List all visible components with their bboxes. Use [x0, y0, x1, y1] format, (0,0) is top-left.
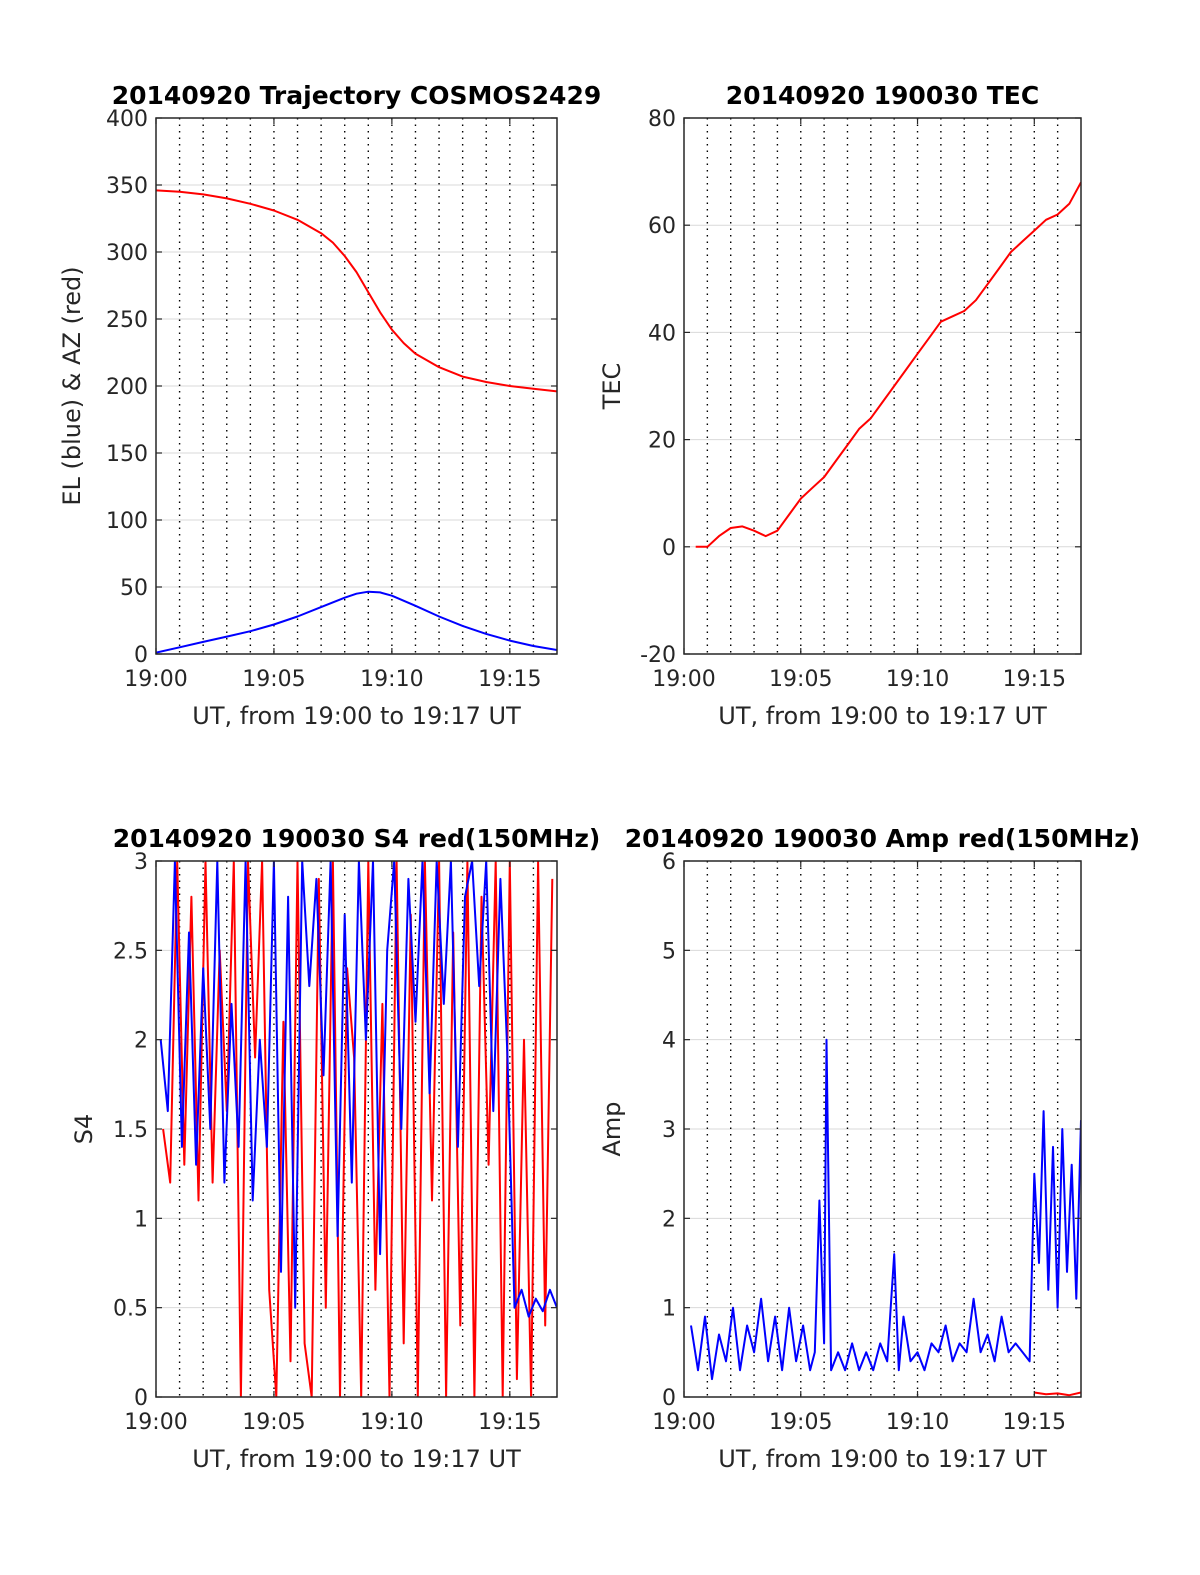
y-tick-label: -20	[640, 643, 676, 668]
chart-title: 20140920 190030 Amp red(150MHz)	[625, 824, 1141, 853]
x-tick-label: 19:00	[124, 667, 187, 692]
y-tick-label: 350	[106, 174, 148, 199]
x-tick-label: 19:10	[886, 1410, 949, 1435]
y-tick-label: 50	[120, 576, 148, 601]
y-tick-label: 80	[648, 107, 676, 132]
y-tick-label: 0.5	[113, 1297, 148, 1322]
y-tick-label: 150	[106, 442, 148, 467]
x-tick-label: 19:00	[652, 1410, 715, 1435]
y-tick-label: 1.5	[113, 1118, 148, 1143]
y-axis-label: EL (blue) & AZ (red)	[58, 266, 86, 505]
y-tick-label: 4	[662, 1029, 676, 1054]
x-tick-label: 19:10	[360, 667, 423, 692]
x-axis-label: UT, from 19:00 to 19:17 UT	[718, 1445, 1047, 1473]
y-tick-label: 0	[134, 643, 148, 668]
x-tick-label: 19:05	[242, 667, 305, 692]
y-tick-label: 250	[106, 308, 148, 333]
x-tick-label: 19:05	[769, 667, 832, 692]
y-tick-label: 40	[648, 321, 676, 346]
y-tick-label: 20	[648, 429, 676, 454]
y-tick-label: 60	[648, 214, 676, 239]
x-tick-label: 19:15	[1003, 1410, 1066, 1435]
y-axis-label: TEC	[598, 363, 626, 411]
series-line-0	[156, 189, 557, 393]
x-tick-label: 19:15	[478, 667, 541, 692]
x-tick-label: 19:10	[360, 1410, 423, 1435]
y-tick-label: 2	[662, 1207, 676, 1232]
plot-frame	[683, 117, 1082, 655]
series-line-0	[695, 181, 1081, 548]
y-tick-label: 2	[134, 1029, 148, 1054]
series-line-1	[156, 590, 557, 654]
y-tick-label: 1	[134, 1207, 148, 1232]
y-tick-label: 400	[106, 107, 148, 132]
y-tick-label: 100	[106, 509, 148, 534]
x-tick-label: 19:15	[1003, 667, 1066, 692]
series-line-1	[159, 861, 557, 1318]
y-tick-label: 1	[662, 1297, 676, 1322]
chart-trajectory: 0 50 100 150 200 250 300 350 400 19:00 19:05 19:10 1…	[58, 81, 601, 730]
x-tick-label: 19:05	[242, 1410, 305, 1435]
series-line-0	[690, 1038, 1081, 1381]
y-axis-label: Amp	[598, 1101, 626, 1156]
y-tick-label: 0	[662, 536, 676, 561]
chart-title: 20140920 Trajectory COSMOS2429	[112, 81, 602, 110]
y-tick-label: 300	[106, 241, 148, 266]
chart-s4: 0 0.5 1 1.5 2 2.5 3 19:00 19:05 19:10 19:15 2014092…	[70, 824, 600, 1473]
y-tick-label: 0	[134, 1386, 148, 1411]
x-tick-label: 19:10	[886, 667, 949, 692]
x-tick-label: 19:05	[769, 1410, 832, 1435]
y-tick-label: 6	[662, 850, 676, 875]
y-tick-label: 5	[662, 939, 676, 964]
y-tick-label: 0	[662, 1386, 676, 1411]
x-tick-label: 19:00	[652, 667, 715, 692]
x-axis-label: UT, from 19:00 to 19:17 UT	[192, 1445, 521, 1473]
y-tick-label: 2.5	[113, 939, 148, 964]
y-tick-label: 200	[106, 375, 148, 400]
chart-title: 20140920 190030 TEC	[726, 81, 1039, 110]
x-tick-label: 19:00	[124, 1410, 187, 1435]
chart-amp: 0 1 2 3 4 5 6 19:00 19:05 19:10 19:15 20140920 1900…	[598, 824, 1140, 1473]
y-tick-label: 3	[134, 850, 148, 875]
x-axis-label: UT, from 19:00 to 19:17 UT	[192, 702, 521, 730]
x-tick-label: 19:15	[478, 1410, 541, 1435]
x-axis-label: UT, from 19:00 to 19:17 UT	[718, 702, 1047, 730]
series-line-1	[1034, 1391, 1081, 1397]
chart-title: 20140920 190030 S4 red(150MHz)	[113, 824, 601, 853]
chart-tec: -20 0 20 40 60 80 19:00 19:05 19:10 19:15 20140920…	[598, 81, 1082, 730]
y-tick-label: 3	[662, 1118, 676, 1143]
y-axis-label: S4	[70, 1114, 98, 1145]
